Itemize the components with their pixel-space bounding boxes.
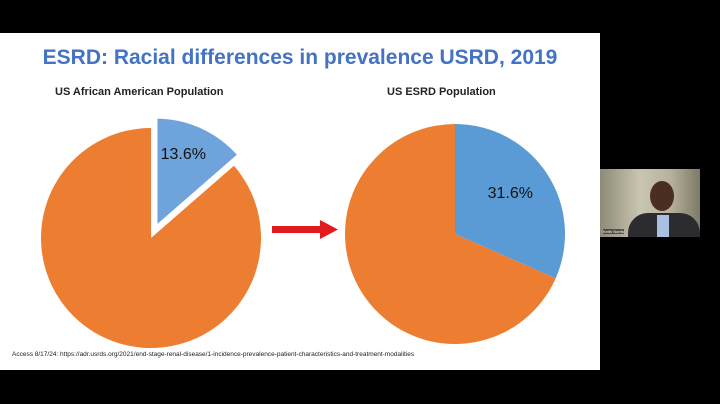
- slide-title: ESRD: Racial differences in prevalence U…: [42, 46, 558, 69]
- arrow-icon: [272, 220, 338, 239]
- pie-slice: [345, 124, 556, 345]
- pie-slice: [455, 124, 565, 279]
- participant-name: Keith Norris: [603, 229, 624, 234]
- pie-charts: 13.6% 31.6%: [40, 115, 565, 348]
- speaker-shirt: [657, 215, 669, 237]
- data-label: 13.6%: [161, 146, 206, 163]
- webcam-video: Keith Norris: [600, 169, 700, 237]
- chart-title-right: US ESRD Population: [387, 86, 496, 98]
- chart-title-left: US African American Population: [55, 86, 224, 98]
- presentation-slide: ESRD: Racial differences in prevalence U…: [0, 33, 600, 370]
- source-footnote: Access 8/17/24: https://adr.usrds.org/20…: [12, 351, 415, 358]
- speaker-head: [650, 181, 674, 211]
- pie-right: 31.6%: [345, 124, 565, 345]
- pie-left: 13.6%: [40, 115, 261, 348]
- pie-slice: [154, 115, 242, 231]
- pie-slice: [40, 128, 261, 348]
- data-label: 31.6%: [488, 185, 533, 202]
